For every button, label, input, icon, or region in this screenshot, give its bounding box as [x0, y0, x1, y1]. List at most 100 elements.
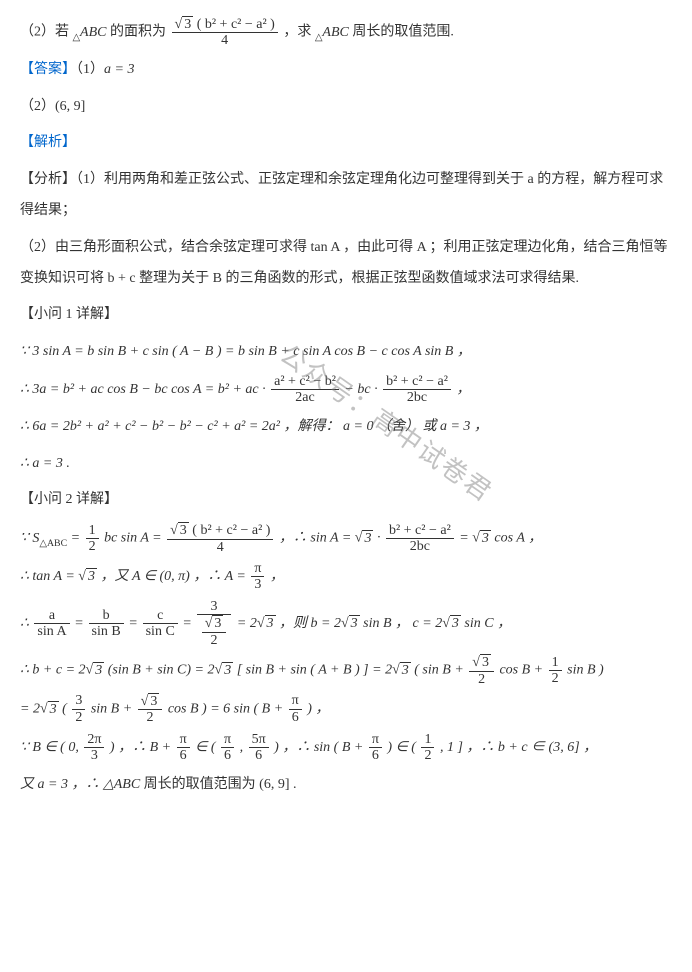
bc-p3o: ( sin B + — [414, 663, 467, 678]
ans-p1: （1） — [76, 62, 104, 77]
f2num: b² + c² − a² — [383, 374, 451, 390]
final-end: 周长的取值范围为 (6, 9] . — [144, 777, 297, 792]
s1l2-pre: ∴ 3a = b² + ac cos B − bc cos A = b² + a… — [20, 382, 269, 397]
f1den: 2ac — [271, 390, 339, 405]
bc-f1: √32 — [469, 654, 494, 687]
s1l2-end: ， — [456, 382, 470, 397]
rg-f2b: π6 — [369, 732, 382, 764]
tan-end: ， — [270, 569, 284, 584]
sol2-range-line: ∵ B ∈ ( 0, 2π3 ) ，∴ B + π6 ∈ ( π6 , 5π6 … — [20, 732, 672, 764]
rgf2bd: 6 — [369, 748, 382, 763]
s-eq: = — [71, 531, 84, 546]
fenxi-1-text: （1）利用两角和差正弦公式、正弦定理和余弦定理角化边可整理得到关于 a 的方程，… — [20, 172, 663, 218]
bc-p2: [ sin B + sin ( A + B ) ] = 2 — [237, 663, 392, 678]
den4: 4 — [172, 33, 278, 48]
sf2p: ( b² + c² − a² ) — [192, 523, 270, 538]
fenxi-label: 【分析】 — [20, 172, 76, 187]
r-mid: ，则 b = 2 — [279, 616, 341, 631]
rf4dn: 3 — [212, 615, 223, 631]
r-f4: 3 √32 — [197, 599, 232, 648]
s-tri: △ABC — [39, 538, 67, 549]
rf2n: b — [89, 608, 124, 624]
sol2-tan-line: ∴ tan A = √3 ，又 A ∈ (0, π) ，∴ A = π 3 ， — [20, 561, 672, 593]
bc2-f2: √32 — [138, 693, 163, 726]
r-pre: ∴ — [20, 616, 32, 631]
rg-f4: 5π6 — [249, 732, 269, 764]
r-f1: asin A — [34, 608, 69, 640]
tanfn: π — [251, 561, 264, 577]
bc2-open: ( — [62, 702, 70, 717]
bc2f2d: 2 — [138, 710, 163, 725]
rg-f1: 2π3 — [84, 732, 104, 764]
p2-mid: 的面积为 — [110, 25, 170, 40]
s1l2-f1: a² + c² − b² 2ac — [271, 374, 339, 406]
sol2-bc-line: ∴ b + c = 2√3 (sin B + sin C) = 2√3 [ si… — [20, 654, 672, 687]
bc-s2: 3 — [222, 662, 233, 678]
problem-part2: （2）若 △ABC 的面积为 √3 ( b² + c² − a² ) 4 ，求 … — [20, 16, 672, 49]
final-tri: △ABC — [103, 777, 140, 792]
s-f3: b² + c² − a² 2bc — [386, 523, 454, 555]
bcf2n: 1 — [549, 655, 562, 671]
bc-p3m: cos B + — [499, 663, 546, 678]
s1l2-mid: − bc · — [344, 382, 381, 397]
rg-m2: ∈ ( — [195, 740, 219, 755]
tan-f: π 3 — [251, 561, 264, 593]
bc-p1: (sin B + sin C) = 2 — [108, 663, 215, 678]
r-f3: csin C — [143, 608, 178, 640]
bcf1d: 2 — [469, 672, 494, 687]
p2-prefix: （2）若 — [20, 25, 69, 40]
tan-pre: ∴ tan A = — [20, 569, 78, 584]
bc2f3n: π — [289, 693, 302, 709]
r-sinB: sin B ， c = 2 — [363, 616, 442, 631]
rg-m3: ) ，∴ sin ( B + — [274, 740, 367, 755]
sol2-ratio-line: ∴ asin A = bsin B = csin C = 3 √32 = 2√3… — [20, 599, 672, 648]
rg-f3: π6 — [221, 732, 234, 764]
r-f2: bsin B — [89, 608, 124, 640]
sf3n: b² + c² − a² — [386, 523, 454, 539]
f2den: 2bc — [383, 390, 451, 405]
rf2d: sin B — [89, 624, 124, 639]
r-eq: = 2 — [237, 616, 257, 631]
bc2-m1: sin B + — [91, 702, 136, 717]
sol2-s-line: ∵ S△ABC = 1 2 bc sin A = √3 ( b² + c² − … — [20, 522, 672, 555]
p2-end: 周长的取值范围. — [352, 25, 454, 40]
tri-symbol2: △ABC — [315, 25, 349, 40]
s-sqrt3a: 3 — [362, 530, 373, 546]
rgf1d: 3 — [84, 748, 104, 763]
sol1-label: 【小问 1 详解】 — [20, 300, 672, 331]
s-f1-after: bc sin A = — [104, 531, 165, 546]
tri-symbol: △ABC — [73, 25, 107, 40]
paren: b² + c² − a² — [205, 17, 267, 32]
s-cos: cos A ， — [494, 531, 542, 546]
rgf4n: 5π — [249, 732, 269, 748]
bc2f1d: 2 — [72, 710, 85, 725]
f1num: a² + c² − b² — [271, 374, 339, 390]
sol2-final-line: 又 a = 3 ，∴ △ABC 周长的取值范围为 (6, 9] . — [20, 770, 672, 801]
fenxi-2: （2）由三角形面积公式，结合余弦定理可求得 tan A ，由此可得 A ；利用正… — [20, 233, 672, 295]
rf1d: sin A — [34, 624, 69, 639]
sqrt3: 3 — [182, 16, 193, 32]
tri-abc2: ABC — [322, 25, 348, 40]
s-sym: S△ABC — [32, 531, 67, 546]
bc-s1: 3 — [93, 662, 104, 678]
sol1-line3: ∴ 6a = 2b² + a² + c² − b² − b² − c² + a²… — [20, 412, 672, 443]
sol1-line4: ∴ a = 3 . — [20, 449, 672, 480]
answer-p2: （2）(6, 9] — [20, 92, 672, 123]
rg-f5: 12 — [421, 732, 434, 764]
bc2f1n: 3 — [72, 693, 85, 709]
bc-s3: 3 — [400, 662, 411, 678]
bc2-f3: π6 — [289, 693, 302, 725]
fenxi-1: 【分析】（1）利用两角和差正弦公式、正弦定理和余弦定理角化边可整理得到关于 a … — [20, 165, 672, 227]
tri-abc: ABC — [80, 25, 106, 40]
bcf1n: 3 — [480, 654, 491, 670]
sf2d: 4 — [167, 540, 273, 555]
rg-pre: ∵ B ∈ ( 0, — [20, 740, 82, 755]
p2-suffix: ，求 — [283, 25, 311, 40]
rg-f2: π6 — [177, 732, 190, 764]
sf1d: 2 — [86, 539, 99, 554]
r-sqrt3c: 3 — [450, 615, 461, 631]
tan-sqrt3: 3 — [86, 568, 97, 584]
area-frac: √3 ( b² + c² − a² ) 4 — [172, 16, 278, 49]
rgf2bn: π — [369, 732, 382, 748]
s-f2: √3 ( b² + c² − a² ) 4 — [167, 522, 273, 555]
